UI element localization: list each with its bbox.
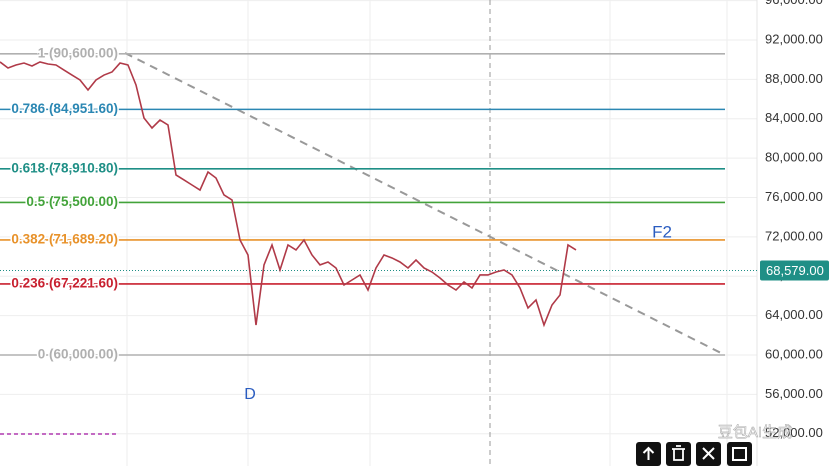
y-tick-label: 56,000.00	[765, 386, 823, 401]
y-tick-label: 76,000.00	[765, 189, 823, 204]
toolbar	[636, 442, 752, 466]
y-tick-label: 84,000.00	[765, 110, 823, 125]
fib-label: 0 (60,000.00)	[38, 347, 118, 362]
delete-button[interactable]	[666, 442, 691, 466]
y-tick-label: 96,000.00	[765, 0, 823, 7]
grid	[0, 0, 757, 466]
fib-label: 0.618 (78,910.80)	[11, 160, 118, 175]
y-tick-label: 60,000.00	[765, 346, 823, 361]
trend-line	[124, 52, 726, 356]
y-tick-label: 72,000.00	[765, 228, 823, 243]
layout-button[interactable]	[727, 442, 752, 466]
fib-label: 0.5 (75,500.00)	[26, 194, 118, 209]
fib-label: 0.236 (67,221.60)	[11, 275, 118, 290]
fib-label: 1 (90,600.00)	[38, 45, 118, 60]
layout-icon	[732, 447, 747, 461]
delete-icon	[672, 445, 685, 461]
fib-label: 0.382 (71,689.20)	[11, 232, 118, 247]
annotation: D	[244, 386, 256, 403]
close-icon	[702, 447, 715, 460]
up-icon	[642, 446, 655, 460]
fib-label: 0.786 (84,951.60)	[11, 101, 118, 116]
last-price-label: 68,579.00	[766, 263, 824, 278]
y-tick-label: 64,000.00	[765, 307, 823, 322]
y-tick-label: 52,000.00	[765, 425, 823, 440]
y-tick-label: 92,000.00	[765, 31, 823, 46]
y-tick-label: 80,000.00	[765, 150, 823, 165]
annotation: F2	[652, 222, 672, 241]
last-price-box	[760, 260, 829, 281]
y-tick-label: 88,000.00	[765, 71, 823, 86]
watermark: 豆包AI生成	[718, 424, 792, 441]
price-line	[0, 61, 577, 328]
